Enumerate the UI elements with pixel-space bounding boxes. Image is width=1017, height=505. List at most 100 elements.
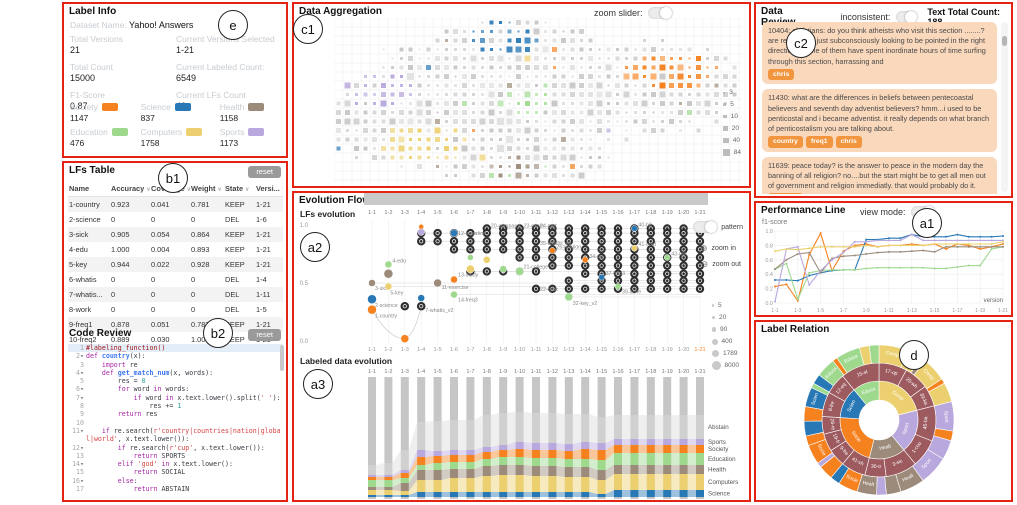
code-review-reset-button[interactable]: reset xyxy=(248,329,281,341)
category-legend-item[interactable]: Health 1158 xyxy=(220,102,284,123)
svg-text:1-12: 1-12 xyxy=(547,369,558,375)
svg-text:1-14: 1-14 xyxy=(580,210,591,216)
svg-text:Science: Science xyxy=(708,491,731,498)
svg-text:0.6: 0.6 xyxy=(765,258,773,264)
svg-text:1-4: 1-4 xyxy=(417,369,425,375)
label-info-categories: Society 1147 Science 837 Health 1158 Education… xyxy=(70,102,284,148)
lfs-table-row[interactable]: 2-science 0 0 0 DEL 1-6 xyxy=(69,215,267,224)
code-scrollbar[interactable] xyxy=(280,345,284,371)
svg-text:1-20: 1-20 xyxy=(678,369,689,375)
svg-text:35-whatis_v3: 35-whatis_v3 xyxy=(540,241,571,247)
svg-text:1-20: 1-20 xyxy=(678,347,689,353)
lfs-col-name[interactable]: Name xyxy=(68,181,110,197)
label-relation-sunburst[interactable]: CompSportHealtSocieScienEduca17-op25-wh3… xyxy=(756,336,1011,500)
svg-text:1-7: 1-7 xyxy=(466,369,474,375)
label-info-fields: Total Versions 21 Current Versions Selecte… xyxy=(70,34,282,111)
svg-text:41-ch: 41-ch xyxy=(851,456,865,467)
data-review-card-list[interactable]: 10404: christians: do you think atheists… xyxy=(762,22,997,194)
zoom-out-button[interactable]: ⊖ zoom out xyxy=(700,259,741,269)
inconsistent-toggle[interactable] xyxy=(896,11,918,23)
lf-tag[interactable]: religion xyxy=(768,193,803,194)
svg-text:1-3: 1-3 xyxy=(401,210,409,216)
category-legend-item[interactable]: Sports 1173 xyxy=(220,127,284,148)
category-legend-item[interactable]: Science 837 xyxy=(141,102,220,123)
lfs-col-versi[interactable]: Versi... ∨ xyxy=(255,181,283,197)
svg-text:1-15: 1-15 xyxy=(596,210,607,216)
svg-text:1-11: 1-11 xyxy=(531,347,542,353)
lfs-col-weight[interactable]: Weight ∨ xyxy=(190,181,224,197)
lfs-table-reset-button[interactable]: reset xyxy=(248,166,281,178)
health-color-swatch xyxy=(248,103,265,111)
data-aggregation-title: Data Aggregation xyxy=(299,6,382,17)
annotation-c1: c1 xyxy=(293,14,323,44)
data-review-scroll-thumb[interactable] xyxy=(1002,36,1007,46)
svg-text:1-16: 1-16 xyxy=(612,369,623,375)
data-review-scrollbar[interactable] xyxy=(1001,22,1008,192)
svg-text:1-9: 1-9 xyxy=(863,308,870,314)
svg-text:1-3: 1-3 xyxy=(401,369,409,375)
lf-tag[interactable]: country xyxy=(768,136,803,148)
svg-text:1-10: 1-10 xyxy=(514,347,525,353)
svg-text:1-2: 1-2 xyxy=(384,347,392,353)
lfs-col-accuracy[interactable]: Accuracy ∨ xyxy=(110,181,150,197)
svg-text:1-18: 1-18 xyxy=(645,210,656,216)
svg-text:1-9: 1-9 xyxy=(499,347,507,353)
lfs-col-state[interactable]: State ∨ xyxy=(224,181,255,197)
info-field: Current Versions Selected 1-21 xyxy=(176,34,275,55)
lfs-table-row[interactable]: 6-whatis 0 0 0 DEL 1-4 xyxy=(69,275,267,284)
annotation-e: e xyxy=(218,10,248,40)
svg-text:1-country: 1-country xyxy=(375,314,397,320)
lf-tag[interactable]: freq1 xyxy=(805,136,833,148)
svg-text:1-14: 1-14 xyxy=(580,347,591,353)
zoom-slider-toggle[interactable] xyxy=(647,7,672,19)
aggregation-grid[interactable] xyxy=(334,18,742,186)
svg-text:1-1: 1-1 xyxy=(368,347,376,353)
code-editor[interactable]: 1 #labeling_function() 2▾ def country(x): 3 … xyxy=(68,344,283,498)
svg-text:1-1: 1-1 xyxy=(368,210,376,216)
pattern-toggle[interactable] xyxy=(693,221,718,233)
svg-text:11-exercise: 11-exercise xyxy=(442,285,469,291)
svg-text:45-ba: 45-ba xyxy=(923,416,930,429)
lfs-table-row[interactable]: 7-whatis... 0 0 0 DEL 1-11 xyxy=(68,287,283,302)
category-legend-item[interactable]: Society 1147 xyxy=(70,102,141,123)
svg-text:1-6: 1-6 xyxy=(450,369,458,375)
performance-line-title: Performance Line xyxy=(761,205,846,216)
zoom-in-button[interactable]: ⊕ zoom in xyxy=(699,243,736,253)
svg-text:1-13: 1-13 xyxy=(563,210,574,216)
performance-line-chart[interactable]: 0.0 0.2 0.4 0.6 0.8 1.0 1-1 1-3 1-5 1-7 1-9 1-11 1-1… xyxy=(759,227,1009,315)
svg-text:0.0: 0.0 xyxy=(765,301,773,307)
svg-text:1-19: 1-19 xyxy=(975,308,985,314)
svg-text:Scien: Scien xyxy=(810,392,820,406)
society-color-swatch xyxy=(101,103,118,111)
evolution-flow-panel: Evolution Flow LFs evolution Labeled dat… xyxy=(292,191,751,502)
lfs-table-row[interactable]: 5-key 0.944 0.022 0.928 KEEP 1-21 xyxy=(68,257,283,272)
lfs-table-row[interactable]: 8-work 0 0 0 DEL 1-5 xyxy=(69,305,267,314)
info-field: Total Versions 21 xyxy=(70,34,123,55)
svg-text:1-18: 1-18 xyxy=(645,369,656,375)
svg-text:1-16: 1-16 xyxy=(612,210,623,216)
evolution-flow-chart[interactable]: 1-1 1-2 1-3 1-4 1-5 1-6 1-7 1-8 1-9 1-10 1-11 1-12 1… xyxy=(294,193,749,500)
svg-text:2-science: 2-science xyxy=(375,303,398,309)
pattern-toggle-row: pattern xyxy=(693,221,743,233)
svg-text:17-op: 17-op xyxy=(884,368,898,377)
zoom-out-icon: ⊖ xyxy=(700,259,709,269)
svg-text:1-15: 1-15 xyxy=(596,369,607,375)
zoom-in-icon: ⊕ xyxy=(699,243,708,253)
svg-text:Healt: Healt xyxy=(862,480,875,488)
svg-text:1-5: 1-5 xyxy=(434,369,442,375)
review-text-card[interactable]: 11430: what are the differences in belie… xyxy=(762,89,997,152)
lfs-table-row[interactable]: 1-country 0.923 0.041 0.781 KEEP 1-21 xyxy=(68,196,283,212)
svg-text:1-4: 1-4 xyxy=(417,210,425,216)
review-text-card[interactable]: 11639: peace today? is the answer to pea… xyxy=(762,156,997,194)
lfs-table-row[interactable]: 3-sick 0.905 0.054 0.864 KEEP 1-21 xyxy=(68,227,283,242)
lfs-table-row[interactable]: 4-edu 1.000 0.004 0.893 KEEP 1-21 xyxy=(69,245,271,254)
lf-tag[interactable]: chris xyxy=(835,136,862,148)
category-legend-item[interactable]: Education 476 xyxy=(70,127,141,148)
zoom-slider-label: zoom slider: xyxy=(594,8,643,18)
svg-text:19-fr: 19-fr xyxy=(831,433,841,445)
lf-tag[interactable]: chris xyxy=(768,68,795,81)
svg-text:1-20: 1-20 xyxy=(678,210,689,216)
category-legend-item[interactable]: Computers 1758 xyxy=(141,127,220,148)
svg-text:1-11: 1-11 xyxy=(531,210,542,216)
svg-text:3-sick: 3-sick xyxy=(375,286,389,292)
